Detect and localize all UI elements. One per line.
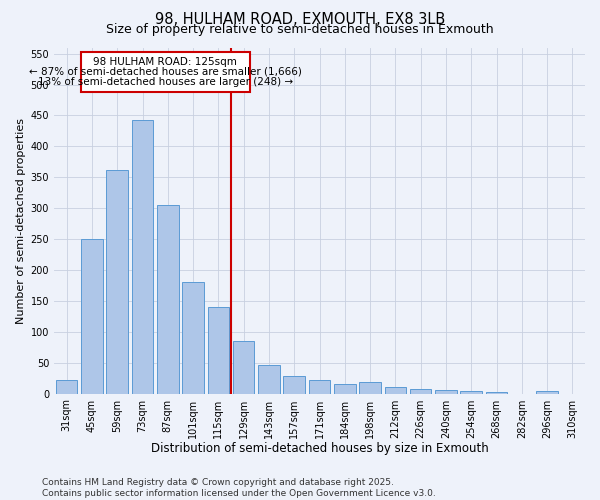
Text: 13% of semi-detached houses are larger (248) →: 13% of semi-detached houses are larger (…	[38, 76, 293, 86]
Bar	[460, 391, 482, 394]
Bar	[435, 390, 457, 394]
Bar	[81, 239, 103, 394]
Bar	[486, 392, 507, 394]
Bar	[334, 384, 356, 394]
Bar	[309, 380, 330, 394]
Text: Contains HM Land Registry data © Crown copyright and database right 2025.
Contai: Contains HM Land Registry data © Crown c…	[42, 478, 436, 498]
Bar	[536, 390, 558, 394]
Bar	[283, 376, 305, 394]
Bar	[106, 170, 128, 394]
Bar	[233, 341, 254, 394]
Text: Size of property relative to semi-detached houses in Exmouth: Size of property relative to semi-detach…	[106, 22, 494, 36]
Text: 98, HULHAM ROAD, EXMOUTH, EX8 3LB: 98, HULHAM ROAD, EXMOUTH, EX8 3LB	[155, 12, 445, 28]
X-axis label: Distribution of semi-detached houses by size in Exmouth: Distribution of semi-detached houses by …	[151, 442, 488, 455]
Bar	[410, 390, 431, 394]
Bar	[359, 382, 381, 394]
FancyBboxPatch shape	[80, 52, 250, 92]
Bar	[182, 282, 204, 394]
Y-axis label: Number of semi-detached properties: Number of semi-detached properties	[16, 118, 26, 324]
Text: ← 87% of semi-detached houses are smaller (1,666): ← 87% of semi-detached houses are smalle…	[29, 66, 302, 76]
Bar	[208, 307, 229, 394]
Bar	[132, 120, 153, 394]
Bar	[157, 205, 179, 394]
Bar	[385, 388, 406, 394]
Bar	[258, 365, 280, 394]
Text: 98 HULHAM ROAD: 125sqm: 98 HULHAM ROAD: 125sqm	[94, 57, 237, 67]
Bar	[56, 380, 77, 394]
